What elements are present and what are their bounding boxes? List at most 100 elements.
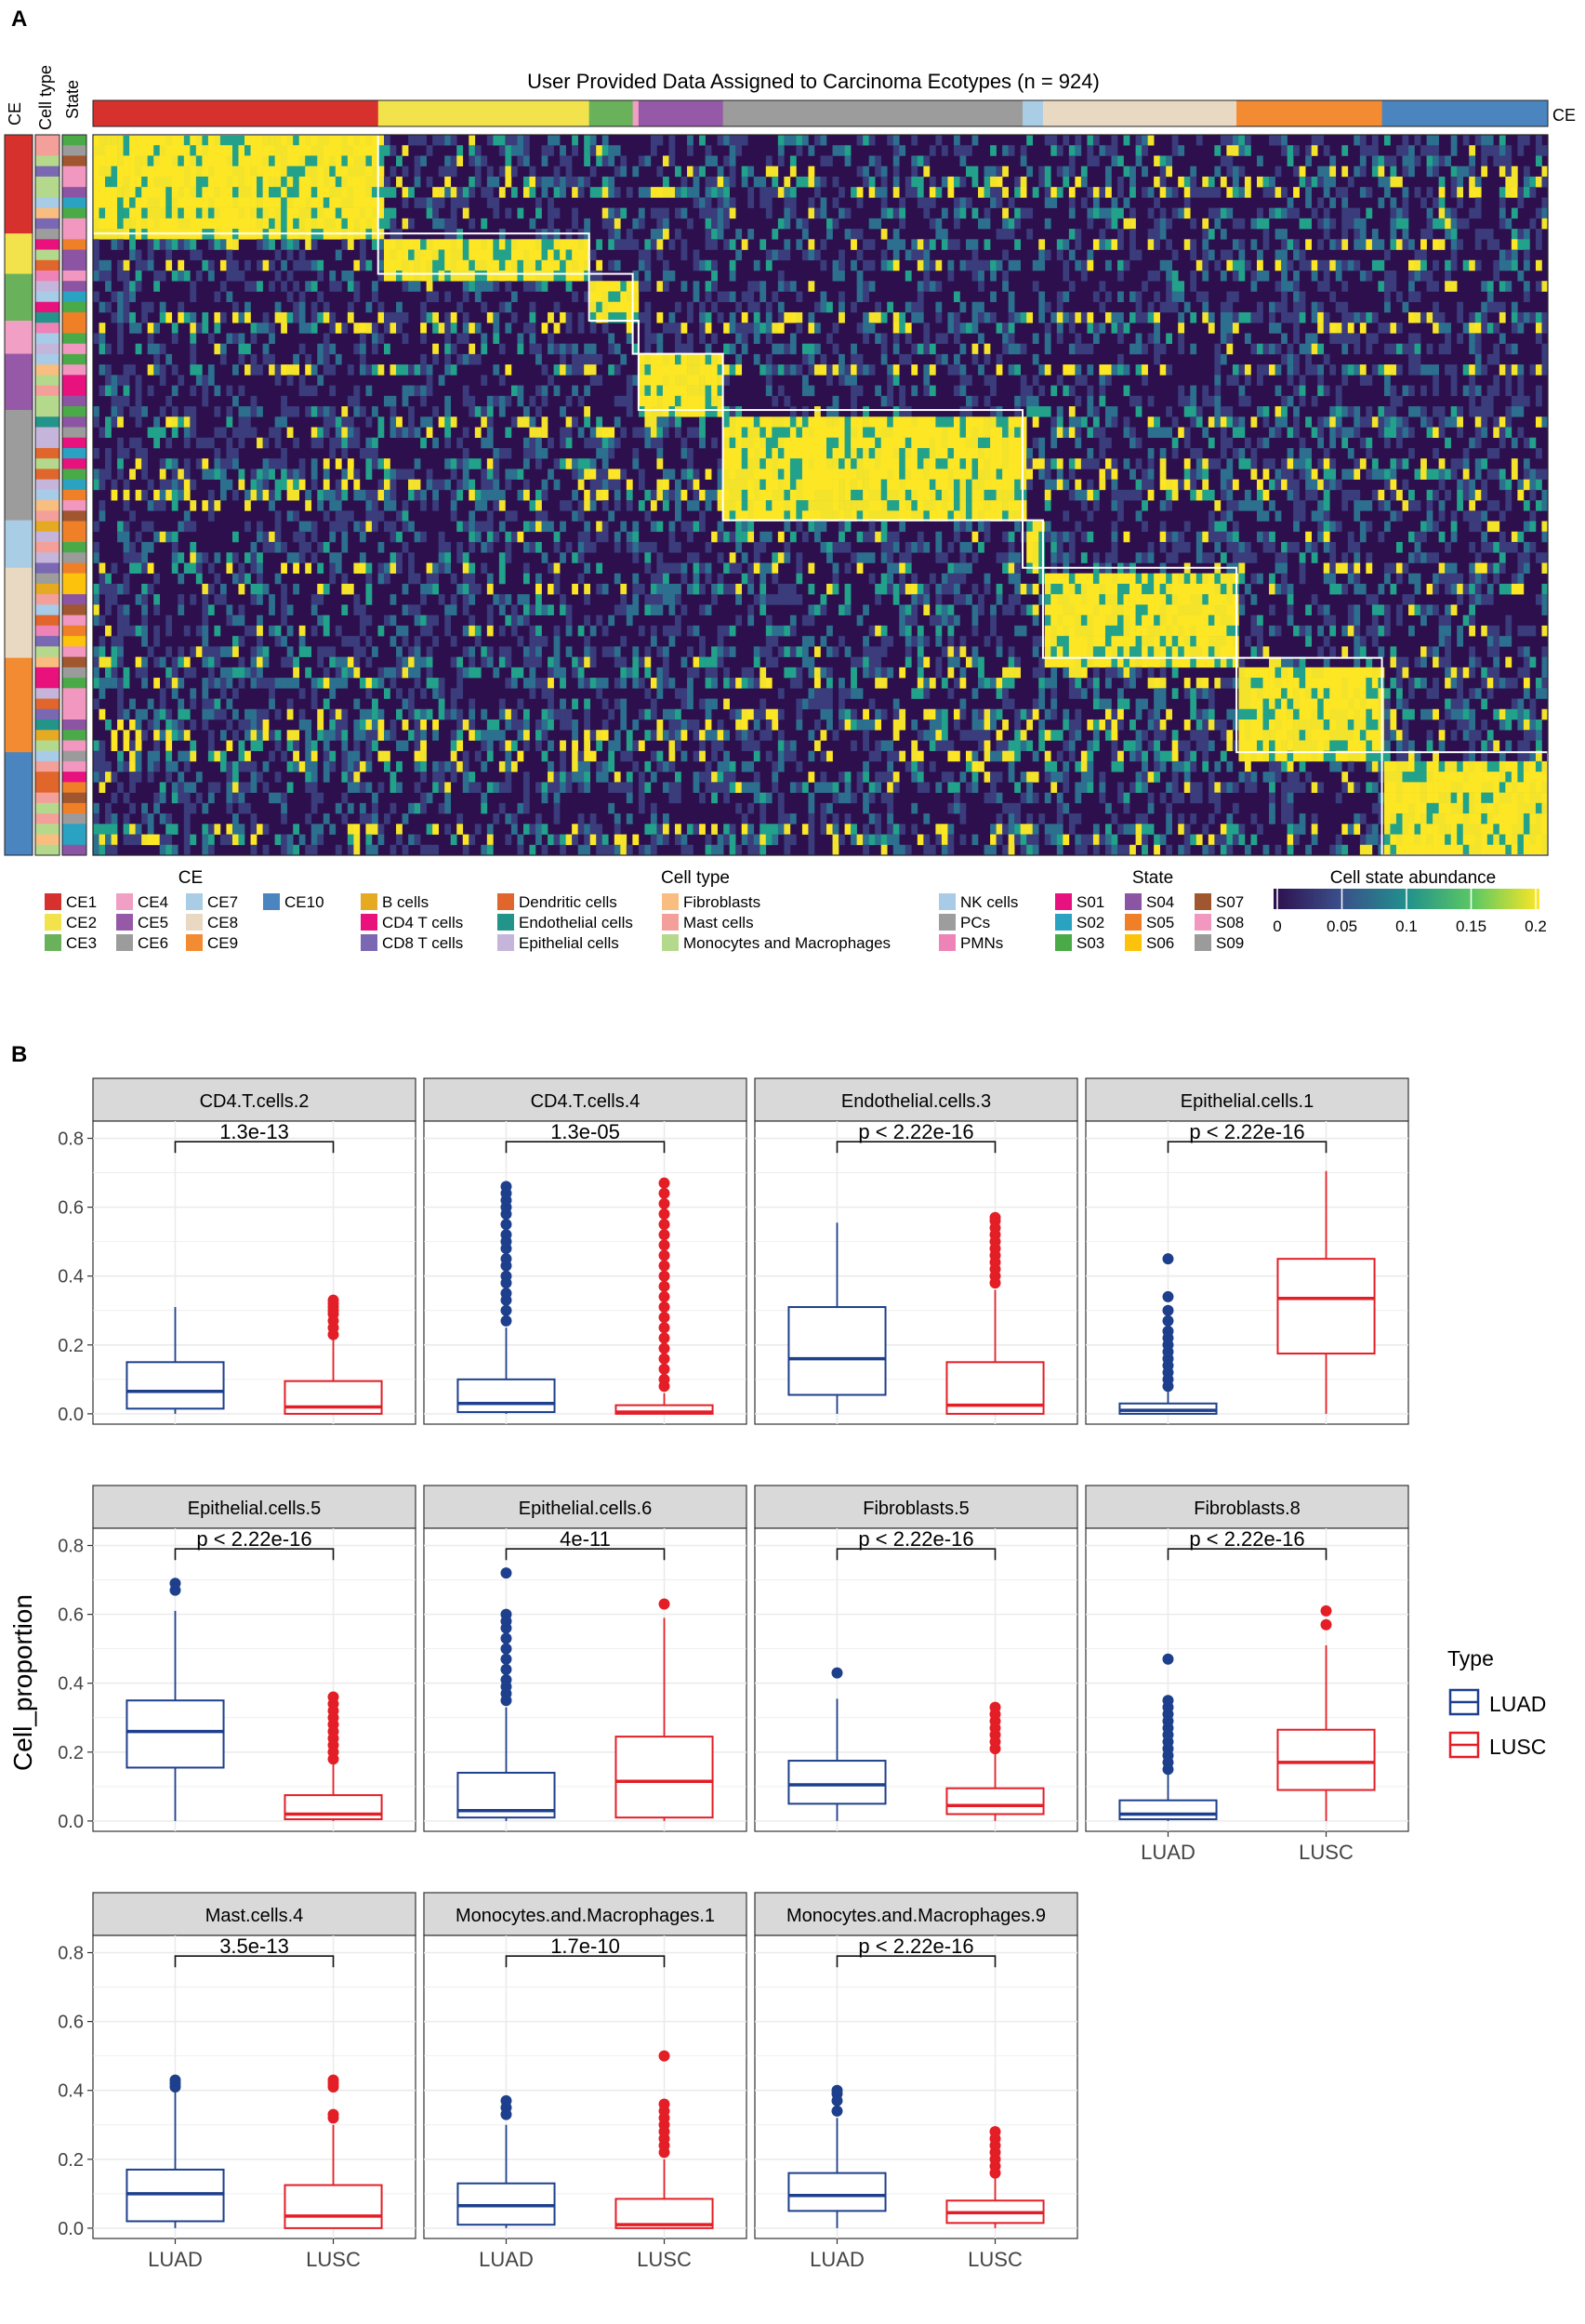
heatmap-cell: [589, 187, 597, 198]
heatmap-cell: [705, 395, 712, 407]
heatmap-cell: [105, 187, 112, 198]
heatmap-cell: [244, 281, 251, 292]
heatmap-cell: [1305, 197, 1312, 208]
heatmap-cell: [329, 437, 337, 449]
heatmap-cell: [1104, 176, 1112, 188]
heatmap-cell: [1032, 187, 1039, 198]
heatmap-cell: [231, 427, 239, 439]
heatmap-cell: [1311, 311, 1318, 324]
heatmap-cell: [178, 489, 185, 501]
heatmap-cell: [996, 176, 1003, 188]
heatmap-cell: [1535, 135, 1542, 146]
heatmap-cell: [723, 364, 730, 376]
heatmap-cell: [93, 416, 99, 428]
heatmap-cell: [984, 458, 991, 469]
heatmap-cell: [1226, 489, 1234, 501]
heatmap-cell: [323, 197, 330, 208]
heatmap-cell: [505, 323, 512, 334]
heatmap-cell: [1159, 447, 1167, 459]
heatmap-cell: [414, 239, 421, 250]
heatmap-cell: [1402, 343, 1409, 355]
heatmap-cell: [117, 239, 124, 250]
heatmap-cell: [693, 479, 700, 491]
heatmap-cell: [522, 521, 530, 533]
heatmap-cell: [687, 145, 693, 156]
heatmap-cell: [99, 333, 106, 344]
heatmap-cell: [923, 259, 931, 271]
heatmap-cell: [772, 323, 779, 334]
heatmap-cell: [377, 416, 385, 428]
heatmap-cell: [244, 500, 251, 511]
heatmap-cell: [984, 187, 991, 198]
heatmap-cell: [420, 333, 427, 344]
heatmap-cell: [747, 291, 755, 303]
heatmap-cell: [1523, 291, 1530, 303]
heatmap-cell: [505, 364, 512, 376]
heatmap-cell: [402, 259, 409, 271]
heatmap-cell: [996, 259, 1003, 271]
heatmap-cell: [1408, 259, 1415, 271]
heatmap-cell: [1281, 145, 1288, 156]
heatmap-cell: [1014, 437, 1021, 449]
heatmap-cell: [1020, 343, 1027, 355]
heatmap-cell: [572, 353, 578, 365]
heatmap-cell: [929, 458, 936, 469]
heatmap-cell: [1147, 135, 1155, 146]
heatmap-cell: [1226, 187, 1234, 198]
heatmap-cell: [935, 281, 943, 292]
heatmap-cell: [390, 364, 397, 376]
heatmap-cell: [662, 259, 669, 271]
heatmap-cell: [826, 458, 833, 469]
heatmap-cell: [1020, 207, 1027, 219]
heatmap-cell: [462, 353, 469, 365]
heatmap-cell: [620, 469, 627, 480]
heatmap-cell: [432, 187, 439, 198]
heatmap-cell: [444, 271, 452, 282]
heatmap-cell: [414, 155, 421, 166]
heatmap-cell: [608, 427, 615, 439]
heatmap-cell: [765, 155, 773, 166]
heatmap-cell: [923, 343, 931, 355]
heatmap-cell: [959, 500, 967, 511]
heatmap-cell: [183, 479, 191, 491]
heatmap-cell: [347, 427, 354, 439]
heatmap-cell: [202, 218, 209, 230]
heatmap-cell: [123, 271, 130, 282]
heatmap-cell: [1354, 333, 1361, 344]
heatmap-cell: [93, 155, 99, 166]
heatmap-cell: [863, 291, 869, 303]
heatmap-cell: [1063, 271, 1070, 282]
heatmap-cell: [826, 301, 833, 313]
heatmap-cell: [1111, 207, 1118, 219]
heatmap-cell: [1075, 259, 1082, 271]
heatmap-cell: [1426, 187, 1433, 198]
heatmap-cell: [1014, 207, 1021, 219]
heatmap-cell: [1359, 239, 1367, 250]
heatmap-cell: [481, 343, 488, 355]
heatmap-cell: [305, 218, 312, 230]
heatmap-cell: [935, 333, 943, 344]
heatmap-cell: [1305, 489, 1312, 501]
heatmap-cell: [705, 469, 712, 480]
heatmap-cell: [329, 416, 337, 428]
heatmap-cell: [1523, 259, 1530, 271]
heatmap-cell: [365, 176, 373, 188]
heatmap-cell: [1481, 416, 1488, 428]
heatmap-cell: [844, 500, 852, 511]
heatmap-cell: [1287, 479, 1294, 491]
heatmap-cell: [317, 187, 324, 198]
heatmap-cell: [99, 135, 106, 146]
heatmap-cell: [923, 155, 931, 166]
heatmap-cell: [1123, 165, 1130, 178]
heatmap-cell: [978, 364, 984, 376]
heatmap-cell: [772, 165, 779, 178]
heatmap-cell: [1433, 375, 1439, 386]
heatmap-cell: [1275, 385, 1282, 397]
heatmap-cell: [1523, 176, 1530, 188]
heatmap-cell: [1414, 259, 1421, 271]
heatmap-cell: [1378, 489, 1385, 501]
heatmap-cell: [1347, 218, 1354, 230]
heatmap-cell: [1426, 155, 1433, 166]
heatmap-cell: [1281, 406, 1288, 417]
heatmap-cell: [1347, 333, 1354, 344]
